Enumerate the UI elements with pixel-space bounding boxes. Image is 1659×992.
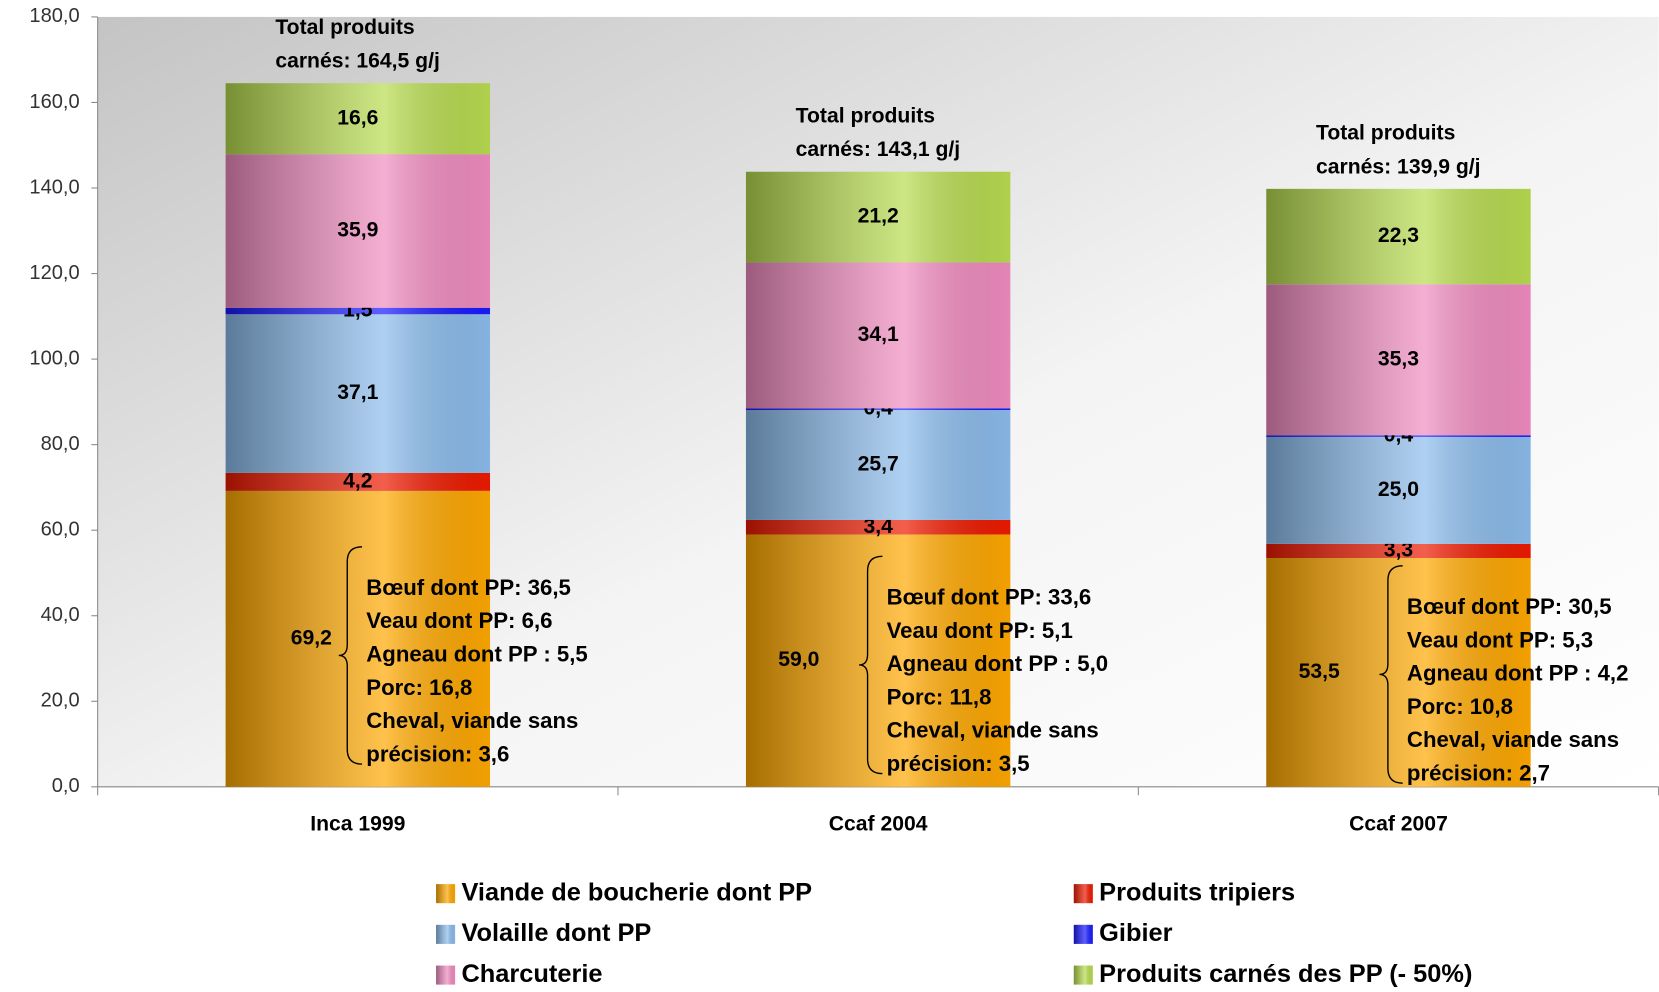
value-label: 59,0 [778, 648, 819, 671]
bar-shade [1266, 435, 1531, 437]
legend-label: Gibier [1099, 919, 1172, 947]
bar-shade [1266, 557, 1531, 787]
total-annotation: carnés: 139,9 g/j [1316, 155, 1481, 178]
detail-annotation: Porc: 16,8 [366, 675, 472, 700]
value-label: 53,5 [1299, 660, 1340, 683]
bar-shade [745, 534, 1011, 787]
y-tick-label: 160,0 [29, 91, 79, 113]
x-tick-label: Inca 1999 [310, 812, 405, 835]
detail-annotation: Bœuf dont PP: 33,6 [887, 584, 1092, 609]
detail-annotation: Porc: 10,8 [1407, 694, 1513, 719]
brace [1379, 565, 1403, 784]
bar-shade [225, 307, 491, 315]
y-tick-label: 100,0 [29, 347, 79, 369]
detail-annotation: Bœuf dont PP: 30,5 [1407, 594, 1612, 619]
detail-annotation: Cheval, viande sans [1407, 727, 1619, 752]
value-label: 25,0 [1378, 478, 1419, 501]
bar-shade [225, 490, 491, 787]
bar-shade [745, 171, 1011, 263]
y-tick-label: 180,0 [29, 5, 79, 27]
bar-shade [225, 154, 491, 308]
legend-label: Charcuterie [461, 960, 602, 988]
bar-shade [745, 408, 1011, 411]
detail-annotation: Porc: 11,8 [887, 684, 992, 709]
value-label: 35,9 [337, 219, 378, 242]
value-label: 4,2 [343, 469, 372, 492]
bar-shade [1266, 284, 1531, 436]
bar-shade [225, 472, 491, 491]
bar-shade [225, 83, 491, 155]
bar-shade [745, 262, 1011, 409]
value-label: 25,7 [858, 453, 899, 476]
legend-swatch-shade [436, 965, 456, 985]
value-label: 34,1 [858, 323, 899, 346]
value-label: 3,3 [1384, 539, 1413, 562]
brace [338, 546, 363, 765]
detail-annotation: Veau dont PP: 6,6 [366, 608, 552, 633]
detail-annotation: précision: 3,6 [366, 741, 509, 766]
total-annotation: Total produits [275, 16, 414, 39]
value-label: 22,3 [1378, 224, 1419, 247]
value-label: 37,1 [337, 381, 378, 404]
x-tick-label: Ccaf 2004 [829, 812, 928, 835]
legend-swatch-shade [1073, 965, 1093, 985]
y-tick-label: 60,0 [41, 519, 80, 541]
bar-shade [1266, 188, 1531, 285]
total-annotation: carnés: 143,1 g/j [796, 138, 961, 161]
x-tick-label: Ccaf 2007 [1349, 812, 1448, 835]
legend-label: Volaille dont PP [461, 919, 651, 947]
legend-label: Produits tripiers [1099, 878, 1295, 906]
detail-annotation: Veau dont PP: 5,3 [1407, 627, 1593, 652]
total-annotation: Total produits [1316, 121, 1455, 144]
legend-label: Produits carnés des PP (- 50%) [1099, 960, 1472, 988]
value-label: 3,4 [863, 515, 893, 538]
value-label: 16,6 [337, 106, 378, 129]
bar-shade [1266, 543, 1531, 558]
legend-swatch-shade [1073, 924, 1093, 944]
y-tick-label: 140,0 [29, 176, 79, 198]
value-label: 69,2 [291, 626, 332, 649]
value-label: 35,3 [1378, 347, 1419, 370]
bar-shade [1266, 436, 1531, 544]
bar-shade [745, 410, 1011, 520]
detail-annotation: précision: 2,7 [1407, 761, 1550, 786]
legend-swatch-shade [1073, 884, 1093, 904]
detail-annotation: Bœuf dont PP: 36,5 [366, 575, 571, 600]
total-annotation: Total produits [796, 104, 935, 127]
y-tick-label: 40,0 [41, 604, 80, 626]
total-annotation: carnés: 164,5 g/j [275, 50, 440, 73]
legend-swatch-shade [436, 884, 456, 904]
detail-annotation: Agneau dont PP : 5,0 [887, 651, 1109, 676]
legend-label: Viande de boucherie dont PP [461, 878, 812, 906]
value-label: 21,2 [858, 205, 899, 228]
y-tick-label: 20,0 [41, 690, 80, 712]
detail-annotation: précision: 3,5 [887, 751, 1030, 776]
detail-annotation: Agneau dont PP : 5,5 [366, 642, 588, 667]
detail-annotation: Agneau dont PP : 4,2 [1407, 661, 1628, 686]
y-tick-label: 80,0 [41, 433, 80, 455]
bar-shade [745, 519, 1011, 535]
brace [859, 555, 883, 775]
y-tick-label: 120,0 [29, 262, 79, 284]
legend-swatch-shade [436, 924, 456, 944]
detail-annotation: Cheval, viande sans [366, 708, 578, 733]
detail-annotation: Veau dont PP: 5,1 [887, 618, 1073, 643]
y-tick-label: 0,0 [52, 775, 80, 797]
detail-annotation: Cheval, viande sans [887, 718, 1099, 743]
bar-shade [225, 314, 491, 473]
